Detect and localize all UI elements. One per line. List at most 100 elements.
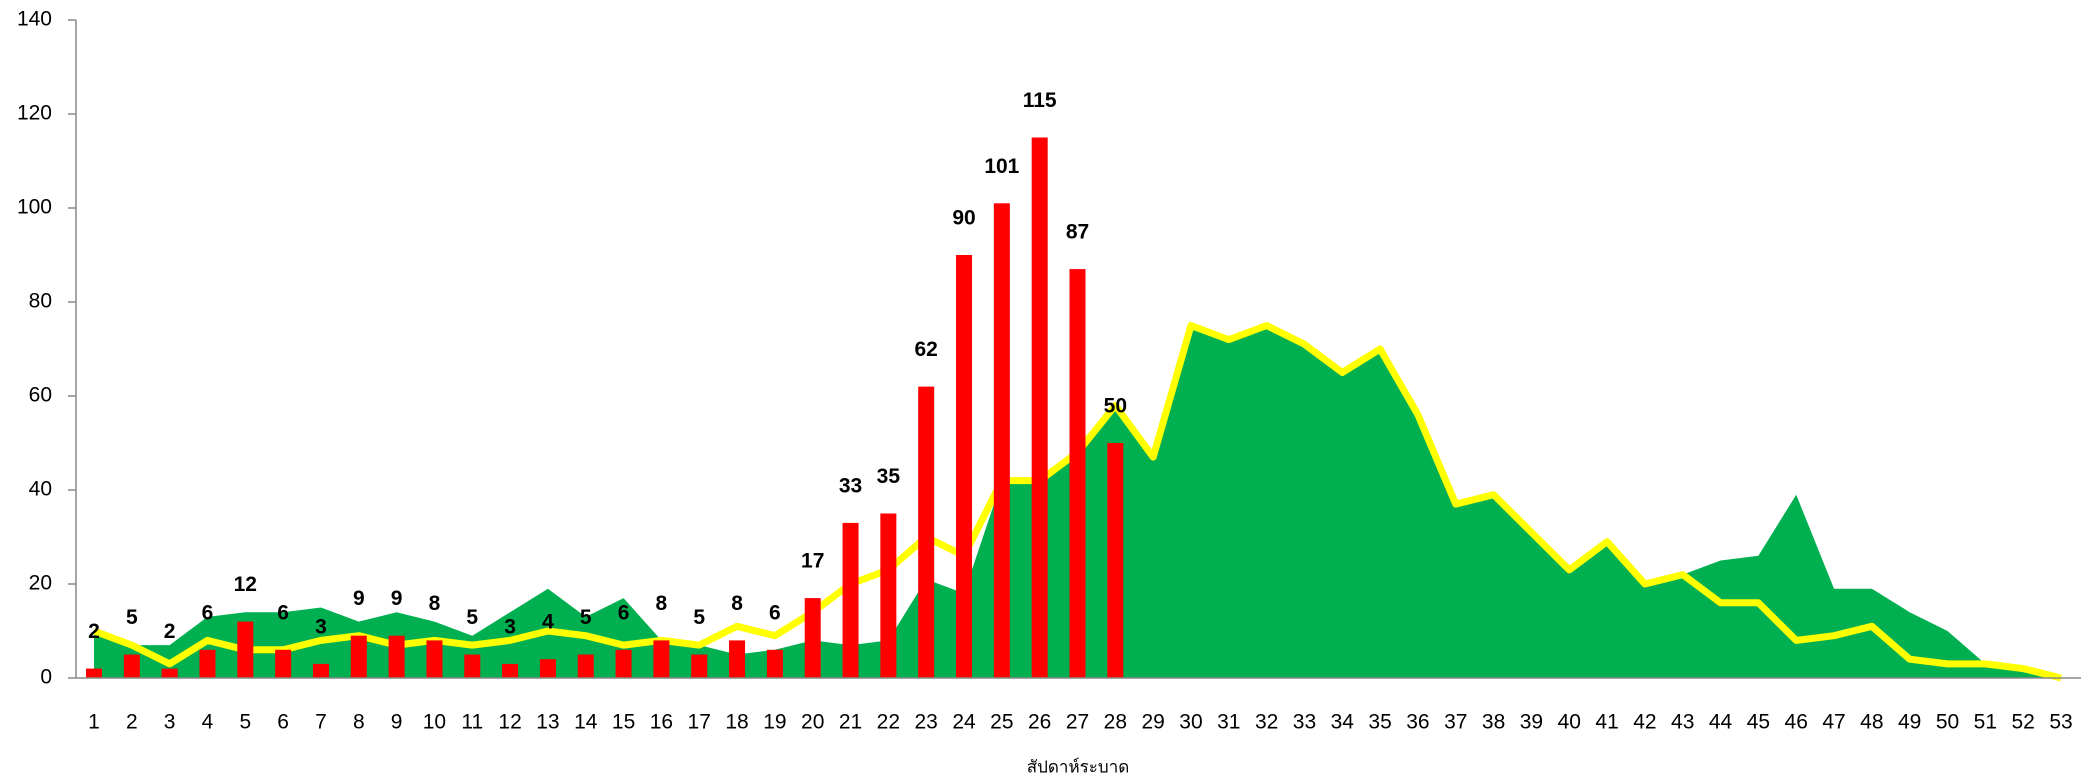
bar [577,654,594,678]
data-label: 5 [126,606,138,629]
bar [691,654,708,678]
y-tick-label: 120 [17,102,52,125]
data-label: 101 [984,155,1019,178]
data-label: 6 [769,601,781,624]
bar [880,513,897,678]
data-label: 6 [277,601,289,624]
x-tick-label: 40 [1558,711,1581,734]
x-tick-label: 27 [1066,711,1089,734]
x-tick-label: 49 [1898,711,1921,734]
x-tick-label: 32 [1255,711,1278,734]
x-tick-label: 46 [1785,711,1808,734]
data-label: 9 [353,587,365,610]
x-tick-label: 47 [1822,711,1845,734]
x-tick-label: 44 [1709,711,1733,734]
bar [1031,137,1048,678]
data-label: 4 [542,611,554,634]
y-tick-label: 0 [40,666,52,689]
x-tick-label: 53 [2049,711,2072,734]
x-tick-label: 8 [353,711,365,734]
x-tick-label: 41 [1595,711,1618,734]
x-tick-label: 48 [1860,711,1883,734]
data-label: 50 [1104,395,1127,418]
bar [199,649,216,678]
bar [804,598,821,678]
x-tick-label: 10 [423,711,446,734]
x-tick-label: 50 [1936,711,1959,734]
data-label: 8 [731,592,743,615]
bar [275,649,292,678]
bar [161,668,178,678]
x-tick-label: 13 [536,711,559,734]
data-label: 17 [801,550,824,573]
y-tick-label: 140 [17,8,52,31]
x-tick-label: 24 [952,711,976,734]
x-tick-label: 23 [915,711,938,734]
bar [86,668,102,678]
x-tick-label: 37 [1444,711,1467,734]
y-tick-label: 60 [29,384,52,407]
x-tick-label: 6 [277,711,289,734]
x-tick-label: 2 [126,711,138,734]
data-label: 3 [504,615,516,638]
x-tick-label: 38 [1482,711,1505,734]
x-tick-label: 35 [1368,711,1391,734]
x-tick-label: 18 [725,711,748,734]
data-label: 35 [877,465,901,488]
x-tick-label: 14 [574,711,598,734]
bar [464,654,481,678]
bar [1107,443,1124,678]
data-label: 8 [656,592,668,615]
x-tick-label: 42 [1633,711,1656,734]
x-tick-label: 12 [498,711,521,734]
data-label: 6 [202,601,214,624]
x-tick-label: 34 [1331,711,1355,734]
bar [615,649,632,678]
bar [123,654,140,678]
x-tick-label: 21 [839,711,862,734]
x-tick-label: 20 [801,711,824,734]
x-tick-label: 19 [763,711,786,734]
x-tick-label: 11 [461,711,483,734]
bar [539,659,556,678]
data-label: 12 [234,573,257,596]
bar [350,635,367,678]
bar [237,621,254,678]
x-tick-label: 30 [1179,711,1202,734]
x-tick-label: 9 [391,711,403,734]
data-label: 5 [693,606,705,629]
data-label: 33 [839,474,862,497]
x-tick-label: 16 [650,711,673,734]
x-tick-label: 22 [877,711,900,734]
data-label: 115 [1023,89,1057,112]
x-tick-label: 31 [1217,711,1240,734]
bar [956,255,973,678]
bar [502,663,519,678]
bar [729,640,746,678]
bar [766,649,783,678]
y-tick-label: 100 [17,196,52,219]
x-tick-label: 52 [2011,711,2034,734]
data-label: 5 [466,606,478,629]
y-tick-label: 80 [29,290,52,313]
x-tick-label: 43 [1671,711,1694,734]
y-tick-label: 20 [29,572,52,595]
x-tick-label: 51 [1974,711,1997,734]
x-tick-label: 3 [164,711,176,734]
x-tick-label: 26 [1028,711,1051,734]
data-label: 2 [88,620,100,643]
x-tick-label: 36 [1406,711,1429,734]
bar [312,663,329,678]
x-tick-label: 15 [612,711,635,734]
data-label: 87 [1066,221,1089,244]
bar [842,522,859,678]
x-tick-label: 39 [1520,711,1543,734]
x-tick-label: 28 [1104,711,1127,734]
bar [426,640,443,678]
x-tick-label: 45 [1747,711,1770,734]
data-label: 2 [164,620,176,643]
data-label: 9 [391,587,403,610]
x-tick-label: 25 [990,711,1013,734]
x-tick-label: 7 [315,711,327,734]
